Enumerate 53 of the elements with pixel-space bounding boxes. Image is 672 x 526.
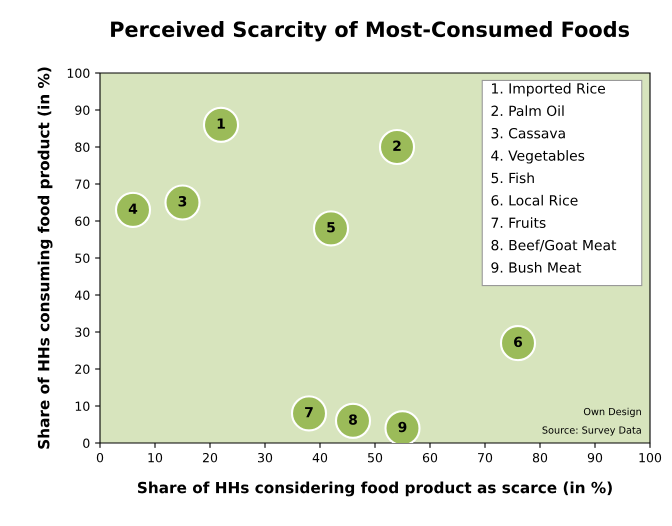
text: 7 — [305, 407, 313, 418]
chart-title: Perceived Scarcity of Most-Consumed Foods — [111, 21, 630, 42]
x-tick-label: 10 — [148, 452, 162, 462]
point — [202, 106, 240, 143]
y-tick-label: 40 — [74, 290, 90, 300]
annotation: Source: Survey Data — [542, 426, 641, 436]
x-tick-label: 80 — [532, 452, 548, 462]
y-tick-label: 70 — [75, 179, 90, 189]
x-tick-label: 100 — [639, 452, 662, 462]
y-tick-label: 10 — [76, 401, 90, 411]
text: 6 — [514, 336, 522, 348]
text: 2 — [393, 140, 401, 151]
x-tick-label: 70 — [478, 452, 492, 462]
x-tick-label: 20 — [202, 452, 218, 462]
x-tick-label: 30 — [258, 452, 272, 462]
x-tick-label: 0 — [96, 452, 104, 462]
annotation: 9. Bush Meat — [491, 262, 582, 273]
annotation: 4. Vegetables — [491, 150, 584, 164]
annotation: 6. Local Rice — [491, 194, 578, 206]
y-tick-label: 0 — [83, 438, 90, 448]
y-tick-label: 100 — [68, 68, 90, 78]
text: 8 — [349, 414, 357, 425]
point — [378, 128, 416, 166]
y-tick-label: 80 — [75, 142, 90, 152]
annotation: 1. Imported Rice — [492, 82, 605, 96]
text: 9 — [398, 422, 406, 432]
point — [164, 184, 201, 221]
text: 5 — [327, 222, 335, 232]
x-tick-label: 40 — [312, 452, 328, 462]
point — [334, 402, 372, 439]
annotation: 8. Beef/Goat Meat — [491, 240, 616, 252]
y-tick-label: 20 — [75, 364, 90, 374]
text: 4 — [128, 204, 138, 214]
x-axis-title: Share of HHs considering food product as scarce (in %) — [138, 481, 612, 496]
x-tick-label: 90 — [588, 452, 602, 462]
point — [114, 192, 152, 228]
annotation: 7. Fruits — [492, 217, 546, 228]
x-tick-label: 60 — [422, 452, 438, 462]
annotation: 2. Palm Oil — [492, 105, 564, 116]
point — [290, 395, 328, 432]
text: 3 — [178, 196, 186, 207]
point — [500, 325, 536, 362]
y-tick-label: 30 — [75, 327, 90, 337]
annotation: 5. Fish — [492, 172, 534, 184]
y-tick-label: 60 — [75, 216, 90, 226]
annotation: Own Design — [584, 408, 641, 418]
text: 1 — [218, 118, 225, 129]
y-tick-label: 90 — [75, 105, 90, 115]
x-tick-label: 50 — [368, 452, 382, 462]
y-tick-label: 50 — [75, 253, 90, 263]
annotation: 3. Cassava — [492, 128, 565, 138]
y-axis-title: Share of HHs consuming food product (in %) — [38, 68, 53, 449]
point — [312, 210, 350, 246]
